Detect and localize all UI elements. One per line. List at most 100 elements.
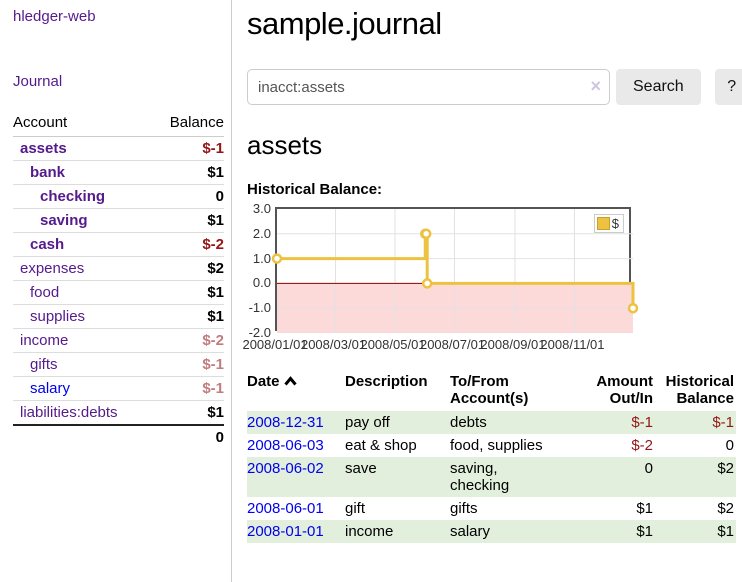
account-balance: $-2 bbox=[151, 232, 224, 257]
help-button[interactable]: ? bbox=[714, 69, 742, 105]
transaction-description: gift bbox=[345, 500, 366, 517]
sidebar-account-link[interactable]: liabilities:debts bbox=[20, 404, 118, 421]
sort-ascending-icon bbox=[283, 376, 297, 386]
account-balance: $1 bbox=[151, 400, 224, 425]
y-axis-label: 3.0 bbox=[252, 201, 271, 216]
register-table: Date Description To/From Account(s) Amoun… bbox=[247, 371, 736, 543]
account-balance: $1 bbox=[151, 160, 224, 185]
transaction-balance: $2 bbox=[717, 500, 734, 517]
y-axis-label: 1.0 bbox=[252, 250, 271, 266]
y-axis-label: 2.0 bbox=[252, 225, 271, 241]
sidebar-account-link[interactable]: salary bbox=[30, 380, 71, 397]
transaction-accounts: gifts bbox=[450, 500, 478, 517]
sidebar-account-link[interactable]: expenses bbox=[20, 260, 85, 277]
account-balance: $2 bbox=[151, 256, 224, 281]
account-row: cash $-2 bbox=[13, 232, 224, 257]
account-row: checking 0 bbox=[13, 184, 224, 209]
transaction-accounts: food, supplies bbox=[450, 437, 543, 454]
x-axis-label: 2008/09/01 bbox=[480, 337, 546, 352]
account-row: expenses $2 bbox=[13, 256, 224, 281]
x-axis-label: 2008/01/01 bbox=[242, 337, 308, 352]
transaction-balance: $2 bbox=[717, 460, 734, 477]
account-balance: $-1 bbox=[202, 140, 224, 157]
transaction-description: pay off bbox=[345, 414, 390, 431]
transaction-amount: $-1 bbox=[631, 414, 653, 431]
data-point bbox=[627, 302, 639, 314]
transaction-description: eat & shop bbox=[345, 437, 417, 454]
account-row: food $1 bbox=[13, 280, 224, 305]
accounts-total-row: 0 bbox=[13, 424, 224, 449]
search-input[interactable] bbox=[247, 69, 610, 105]
account-balance: $1 bbox=[151, 280, 224, 305]
sidebar-account-link[interactable]: checking bbox=[40, 188, 106, 205]
account-row: bank $1 bbox=[13, 160, 224, 185]
transaction-date-link[interactable]: 2008-01-01 bbox=[247, 523, 324, 540]
transaction-date-link[interactable]: 2008-06-03 bbox=[247, 437, 324, 454]
account-balance: $-2 bbox=[151, 328, 224, 353]
x-axis-label: 2008/03/01 bbox=[300, 337, 367, 352]
chart-plot-area: $ bbox=[271, 207, 639, 333]
x-axis-label: 2008/05/01 bbox=[360, 337, 426, 352]
register-header-amount: Amount Out/In bbox=[596, 373, 653, 407]
account-balance: $1 bbox=[151, 304, 224, 329]
transaction-balance: $1 bbox=[717, 523, 734, 540]
accounts-header-balance: Balance bbox=[151, 112, 224, 137]
data-point bbox=[271, 253, 283, 264]
account-heading: assets bbox=[247, 130, 323, 160]
sidebar-account-link[interactable]: saving bbox=[40, 212, 88, 229]
sidebar-account-link[interactable]: gifts bbox=[30, 356, 58, 373]
account-row: assets $-1 bbox=[13, 137, 224, 161]
sidebar-account-link[interactable]: assets bbox=[20, 140, 67, 157]
main-content: sample.journal × Search ? assets Histori… bbox=[232, 0, 742, 582]
transaction-accounts: saving, checking bbox=[450, 460, 510, 494]
account-balance: $-1 bbox=[151, 376, 224, 401]
sidebar-account-link[interactable]: food bbox=[30, 284, 60, 301]
register-header-description: Description bbox=[345, 373, 428, 390]
transaction-description: save bbox=[345, 460, 377, 477]
clear-search-icon[interactable]: × bbox=[590, 76, 601, 96]
transaction-amount: 0 bbox=[644, 460, 653, 477]
accounts-table: Account Balance assets $-1 bank $1 checking 0… bbox=[13, 112, 224, 449]
transaction-amount: $1 bbox=[636, 523, 653, 540]
y-axis-label: -2.0 bbox=[248, 325, 271, 340]
transaction-row: 2008-01-01 income salary $1 $1 bbox=[247, 520, 736, 543]
transaction-date-link[interactable]: 2008-06-02 bbox=[247, 460, 324, 477]
account-row: income $-2 bbox=[13, 328, 224, 353]
register-header-accounts: To/From Account(s) bbox=[450, 373, 529, 407]
transaction-amount: $1 bbox=[636, 500, 653, 517]
transaction-date-link[interactable]: 2008-06-01 bbox=[247, 500, 324, 517]
page-title: sample.journal bbox=[247, 6, 442, 41]
search-button[interactable]: Search bbox=[616, 69, 701, 105]
account-balance: 0 bbox=[151, 184, 224, 209]
sidebar-account-link[interactable]: cash bbox=[30, 236, 65, 253]
register-header-date[interactable]: Date bbox=[247, 371, 345, 411]
accounts-header-account: Account bbox=[13, 112, 152, 137]
register-header-balance: Historical Balance bbox=[665, 373, 734, 407]
transaction-description: income bbox=[345, 523, 394, 540]
data-point bbox=[420, 228, 432, 240]
sidebar-account-link[interactable]: supplies bbox=[30, 308, 86, 325]
account-row: supplies $1 bbox=[13, 304, 224, 329]
accounts-total-value: 0 bbox=[151, 424, 224, 449]
x-axis-label: 2008/07/01 bbox=[419, 337, 486, 352]
chart-title: Historical Balance: bbox=[247, 181, 383, 198]
transaction-row: 2008-06-01 gift gifts $1 $2 bbox=[247, 497, 736, 520]
x-axis-label: 2008/11/01 bbox=[540, 337, 605, 352]
transaction-amount: $-2 bbox=[631, 437, 653, 454]
transaction-accounts: debts bbox=[450, 414, 487, 431]
chart-legend: $ bbox=[593, 214, 624, 233]
sidebar: hledger-web Journal Account Balance asse… bbox=[0, 0, 232, 582]
sidebar-account-link[interactable]: income bbox=[20, 332, 69, 349]
sidebar-account-link[interactable]: bank bbox=[30, 164, 66, 181]
account-row: liabilities:debts $1 bbox=[13, 400, 224, 425]
account-row: salary $-1 bbox=[13, 376, 224, 401]
account-row: saving $1 bbox=[13, 208, 224, 233]
app-title-link[interactable]: hledger-web bbox=[13, 8, 96, 25]
transaction-date-link[interactable]: 2008-12-31 bbox=[247, 414, 324, 431]
chart-canvas bbox=[271, 209, 639, 333]
sidebar-item-journal[interactable]: Journal bbox=[13, 73, 63, 90]
transaction-row: 2008-06-02 save saving, checking 0 $2 bbox=[247, 457, 736, 497]
search-form: × Search ? bbox=[247, 69, 742, 105]
account-row: gifts $-1 bbox=[13, 352, 224, 377]
transaction-balance: 0 bbox=[725, 437, 734, 454]
